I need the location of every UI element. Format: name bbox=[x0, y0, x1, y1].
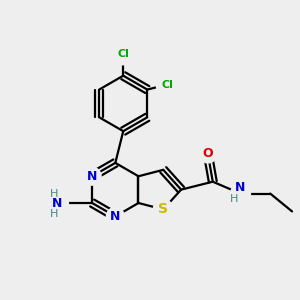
Text: N: N bbox=[87, 170, 97, 183]
Circle shape bbox=[231, 184, 250, 203]
Text: H: H bbox=[50, 189, 59, 199]
Text: O: O bbox=[202, 148, 213, 160]
Circle shape bbox=[40, 189, 68, 217]
Text: N: N bbox=[235, 181, 246, 194]
Circle shape bbox=[106, 208, 124, 225]
Circle shape bbox=[83, 167, 101, 185]
Circle shape bbox=[156, 74, 178, 95]
Circle shape bbox=[112, 43, 134, 65]
Text: N: N bbox=[110, 210, 121, 223]
Text: N: N bbox=[52, 197, 63, 211]
Circle shape bbox=[199, 145, 217, 163]
Text: Cl: Cl bbox=[117, 49, 129, 59]
Text: Cl: Cl bbox=[161, 80, 173, 90]
Text: H: H bbox=[50, 209, 59, 219]
Text: H: H bbox=[230, 194, 238, 203]
Circle shape bbox=[153, 200, 173, 219]
Text: S: S bbox=[158, 202, 168, 216]
